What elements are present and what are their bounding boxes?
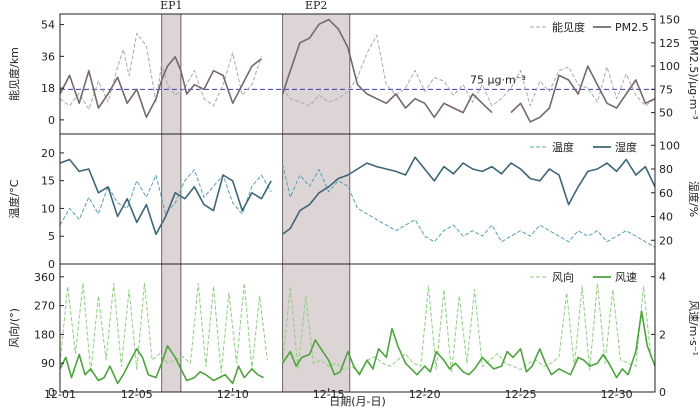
right-axis-label-1: ρ(PM2.5)/μg·m⁻³ — [687, 28, 700, 119]
left-tick-label: 180 — [34, 328, 55, 341]
left-tick-label: 15 — [41, 175, 55, 188]
left-tick-label: 36 — [41, 50, 55, 63]
right-tick-label: 100 — [659, 139, 680, 152]
threshold-label: 75 μg·m⁻³ — [470, 73, 526, 86]
x-tick-label: 12-10 — [217, 388, 249, 401]
episode-band-2 — [282, 13, 351, 393]
panel-frame-3 — [59, 263, 656, 393]
x-tick-label: 12-15 — [313, 388, 345, 401]
legend-label-3-1: 风向 — [552, 270, 574, 284]
series-3-1 — [59, 282, 652, 374]
legend-label-3-2: 风速 — [615, 271, 637, 284]
left-tick-label: 0 — [48, 386, 55, 399]
x-tick-label: 12-20 — [409, 388, 441, 401]
x-tick-label: 12-30 — [601, 388, 633, 401]
x-tick-label: 12-01 — [44, 388, 76, 401]
series-1-1 — [59, 32, 656, 110]
right-tick-label: 50 — [659, 107, 673, 120]
episode-layer — [161, 13, 351, 393]
left-axis-label-3: 风向/(°) — [7, 308, 21, 348]
legend-label-2-1: 温度 — [552, 140, 574, 154]
series-1-2 — [59, 18, 656, 123]
right-tick-label: 20 — [659, 234, 673, 247]
left-tick-label: 0 — [48, 114, 55, 127]
left-tick-label: 20 — [41, 147, 55, 160]
x-tick-label: 12-25 — [505, 388, 537, 401]
right-tick-label: 60 — [659, 187, 673, 200]
left-tick-label: 270 — [34, 300, 55, 313]
legend-label-1-2: PM2.5 — [615, 21, 649, 34]
right-axis-label-2: 湿度/% — [687, 181, 700, 217]
left-axis-label-1: 能见度/km — [7, 47, 21, 101]
left-tick-label: 10 — [41, 202, 55, 215]
left-tick-label: 18 — [41, 82, 55, 95]
series-2-2 — [59, 156, 656, 236]
right-tick-label: 150 — [659, 14, 680, 27]
series-layer — [59, 18, 656, 385]
x-axis-label: 日期(月-日) — [329, 395, 386, 408]
left-axis-label-2: 温度/°C — [7, 179, 21, 218]
series-2-1 — [59, 163, 656, 248]
right-tick-label: 75 — [659, 83, 673, 96]
episode-label-2: EP2 — [305, 0, 327, 12]
right-tick-label: 125 — [659, 37, 680, 50]
left-tick-label: 5 — [48, 230, 55, 243]
legend-label-2-2: 湿度 — [615, 140, 637, 154]
left-tick-label: 0 — [48, 258, 55, 271]
right-tick-label: 4 — [659, 271, 666, 284]
right-tick-label: 40 — [659, 211, 673, 224]
right-tick-label: 2 — [659, 328, 666, 341]
right-tick-label: 0 — [659, 386, 666, 399]
right-axis-label-3: 风速/m·s⁻¹ — [687, 300, 700, 356]
frame-layer — [59, 13, 656, 393]
right-tick-label: 100 — [659, 60, 680, 73]
x-tick-label: 12-05 — [121, 388, 153, 401]
left-tick-label: 90 — [41, 357, 55, 370]
right-tick-label: 80 — [659, 163, 673, 176]
series-3-2 — [59, 310, 656, 385]
legend-label-1-1: 能见度 — [552, 20, 585, 34]
left-tick-label: 54 — [41, 19, 55, 32]
left-tick-label: 360 — [34, 271, 55, 284]
episode-label-1: EP1 — [160, 0, 182, 12]
